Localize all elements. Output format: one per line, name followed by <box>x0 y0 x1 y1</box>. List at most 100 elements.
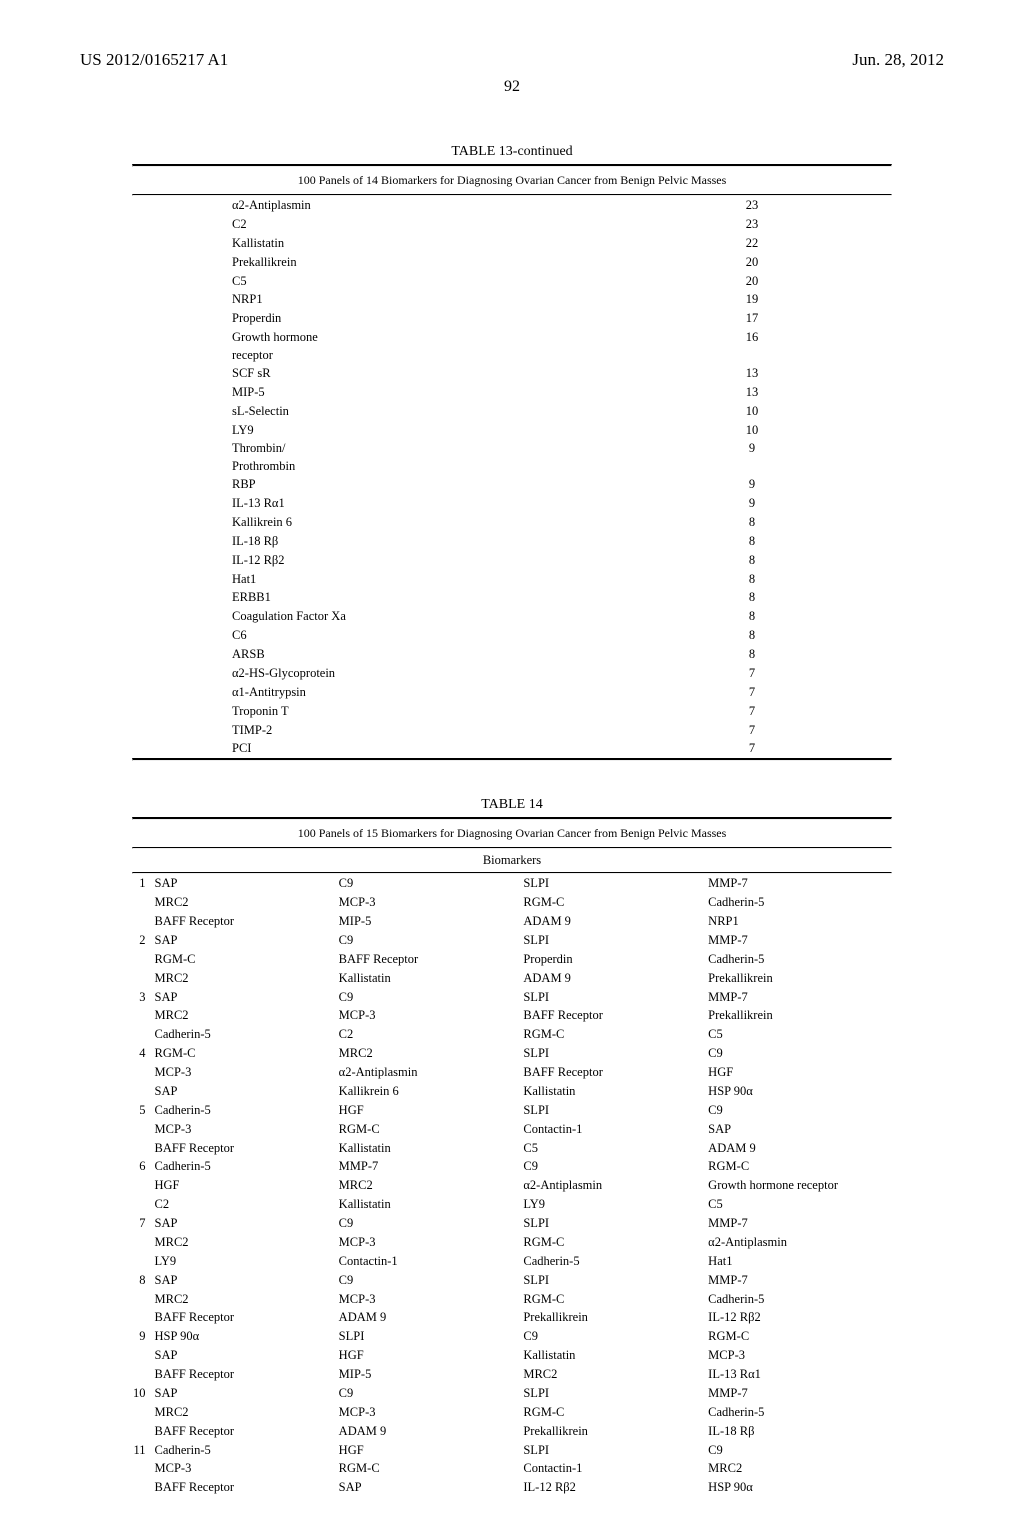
biomarker-cell: C5 <box>707 1025 892 1044</box>
biomarker-cell: SAP <box>338 1478 523 1497</box>
biomarker-cell: MCP-3 <box>338 1403 523 1422</box>
table13-row: PCI7 <box>132 739 892 758</box>
biomarker-label: Prekallikrein <box>132 253 612 272</box>
table14-row: HGFMRC2α2-AntiplasminGrowth hormone rece… <box>132 1176 892 1195</box>
table14-row: LY9Contactin-1Cadherin-5Hat1 <box>132 1252 892 1271</box>
biomarker-cell: ADAM 9 <box>338 1308 523 1327</box>
table14-row: BAFF ReceptorMIP-5ADAM 9NRP1 <box>132 912 892 931</box>
biomarker-count: 13 <box>612 364 892 383</box>
table14-row: 10SAPC9SLPIMMP-7 <box>132 1384 892 1403</box>
table13-row: MIP-513 <box>132 383 892 402</box>
biomarker-cell: MCP-3 <box>154 1063 338 1082</box>
biomarker-cell: MRC2 <box>707 1459 892 1478</box>
biomarker-count: 23 <box>612 196 892 215</box>
biomarker-cell: Prekallikrein <box>522 1422 707 1441</box>
biomarker-cell: RGM-C <box>522 893 707 912</box>
biomarker-label: C5 <box>132 272 612 291</box>
table14-row: SAPHGFKallistatinMCP-3 <box>132 1346 892 1365</box>
table13-row: Kallikrein 68 <box>132 513 892 532</box>
biomarker-count: 9 <box>612 439 892 458</box>
table13-row: α2-Antiplasmin23 <box>132 196 892 215</box>
biomarker-cell: MMP-7 <box>707 1271 892 1290</box>
table14-row: BAFF ReceptorMIP-5MRC2IL-13 Rα1 <box>132 1365 892 1384</box>
panel-index: 10 <box>132 1384 154 1403</box>
biomarker-cell: Kallistatin <box>338 1139 523 1158</box>
table14-row: MRC2MCP-3RGM-CCadherin-5 <box>132 893 892 912</box>
biomarker-count: 20 <box>612 253 892 272</box>
biomarker-cell: α2-Antiplasmin <box>522 1176 707 1195</box>
biomarker-label: Hat1 <box>132 570 612 589</box>
biomarker-cell: MMP-7 <box>707 931 892 950</box>
table14-row: BAFF ReceptorKallistatinC5ADAM 9 <box>132 1139 892 1158</box>
biomarker-cell: HGF <box>338 1101 523 1120</box>
biomarker-cell: MRC2 <box>154 969 338 988</box>
table14-row: MRC2MCP-3RGM-Cα2-Antiplasmin <box>132 1233 892 1252</box>
biomarker-count: 19 <box>612 290 892 309</box>
table13-row: Prothrombin <box>132 458 892 475</box>
biomarker-cell: SLPI <box>522 1044 707 1063</box>
biomarker-cell: C9 <box>338 1214 523 1233</box>
biomarker-cell: SAP <box>154 1214 338 1233</box>
biomarker-cell: Kallistatin <box>338 1195 523 1214</box>
biomarker-label: C6 <box>132 626 612 645</box>
table13-row: α1-Antitrypsin7 <box>132 683 892 702</box>
biomarker-label: IL-13 Rα1 <box>132 494 612 513</box>
biomarker-cell: MRC2 <box>154 893 338 912</box>
biomarker-cell: C9 <box>338 931 523 950</box>
panel-index <box>132 1139 154 1158</box>
table13-row: Coagulation Factor Xa8 <box>132 607 892 626</box>
biomarker-label: α2-HS-Glycoprotein <box>132 664 612 683</box>
biomarker-cell: SLPI <box>522 1271 707 1290</box>
biomarker-cell: Cadherin-5 <box>154 1025 338 1044</box>
panel-index <box>132 1290 154 1309</box>
biomarker-label: PCI <box>132 739 612 758</box>
table13-row: receptor <box>132 347 892 364</box>
biomarker-count: 16 <box>612 328 892 347</box>
biomarker-cell: α2-Antiplasmin <box>707 1233 892 1252</box>
biomarker-cell: MCP-3 <box>338 893 523 912</box>
biomarker-cell: HGF <box>338 1346 523 1365</box>
biomarker-cell: Contactin-1 <box>338 1252 523 1271</box>
table13-row: Thrombin/9 <box>132 439 892 458</box>
biomarker-cell: BAFF Receptor <box>522 1006 707 1025</box>
biomarker-label: MIP-5 <box>132 383 612 402</box>
biomarker-cell: MCP-3 <box>338 1006 523 1025</box>
biomarker-count <box>612 458 892 475</box>
biomarker-cell: RGM-C <box>154 1044 338 1063</box>
table13-wrapper: TABLE 13-continued 100 Panels of 14 Biom… <box>132 144 892 761</box>
biomarker-cell: RGM-C <box>707 1157 892 1176</box>
table13-row: sL-Selectin10 <box>132 402 892 421</box>
biomarker-cell: SAP <box>154 1384 338 1403</box>
table14-row: 9HSP 90αSLPIC9RGM-C <box>132 1327 892 1346</box>
biomarker-count: 8 <box>612 626 892 645</box>
biomarker-cell: SAP <box>154 874 338 893</box>
table13-title: TABLE 13-continued <box>132 144 892 160</box>
biomarker-count: 20 <box>612 272 892 291</box>
biomarker-cell: SAP <box>154 931 338 950</box>
biomarker-cell: RGM-C <box>522 1290 707 1309</box>
table13-row: IL-18 Rβ8 <box>132 532 892 551</box>
biomarker-cell: C9 <box>338 1271 523 1290</box>
biomarker-cell: BAFF Receptor <box>154 1365 338 1384</box>
table14-body: 1SAPC9SLPIMMP-7MRC2MCP-3RGM-CCadherin-5B… <box>132 874 892 1497</box>
biomarker-cell: MRC2 <box>522 1365 707 1384</box>
panel-index <box>132 1422 154 1441</box>
panel-index <box>132 1308 154 1327</box>
biomarker-cell: Cadherin-5 <box>707 893 892 912</box>
table14-title: TABLE 14 <box>132 797 892 813</box>
biomarker-cell: MIP-5 <box>338 912 523 931</box>
biomarker-label: Kallistatin <box>132 234 612 253</box>
table13-row: Hat18 <box>132 570 892 589</box>
table14-wrapper: TABLE 14 100 Panels of 15 Biomarkers for… <box>132 797 892 1497</box>
biomarker-cell: IL-18 Rβ <box>707 1422 892 1441</box>
biomarker-count: 9 <box>612 475 892 494</box>
biomarker-cell: RGM-C <box>522 1403 707 1422</box>
biomarker-cell: ADAM 9 <box>338 1422 523 1441</box>
biomarker-cell: Kallistatin <box>338 969 523 988</box>
table14-row: 1SAPC9SLPIMMP-7 <box>132 874 892 893</box>
biomarker-cell: HGF <box>154 1176 338 1195</box>
biomarker-label: ARSB <box>132 645 612 664</box>
panel-index <box>132 1233 154 1252</box>
pub-date: Jun. 28, 2012 <box>852 50 944 70</box>
biomarker-cell: C9 <box>338 1384 523 1403</box>
